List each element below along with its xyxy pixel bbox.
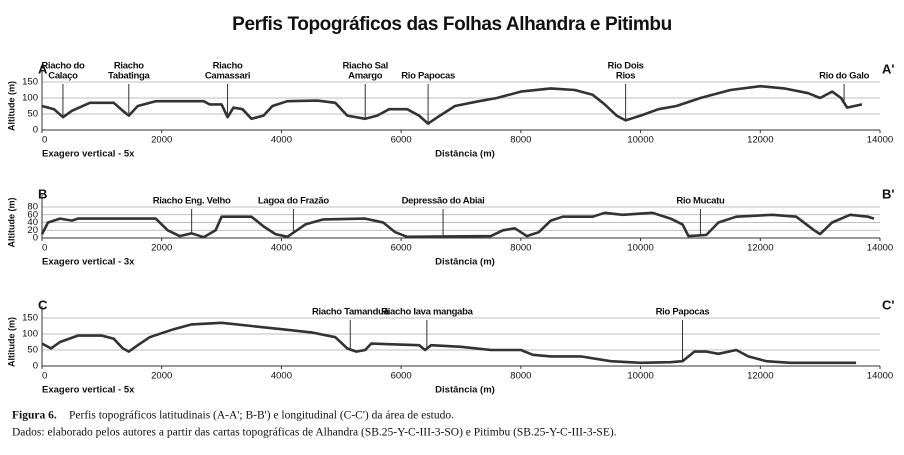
caption-source: Dados: elaborado pelos autores a partir … [12, 427, 617, 439]
annotation-text: Riacho Tamanduá [312, 307, 390, 318]
y-axis-label: Altitude (m) [6, 81, 16, 131]
annotation-text: Rio Dois [608, 61, 644, 72]
profile-end: C' [882, 297, 894, 312]
y-axis-label: Altitude (m) [6, 317, 16, 367]
x-tick-label: 4000 [271, 243, 292, 254]
x-tick-label: 8000 [510, 371, 531, 382]
y-tick-label: 20 [27, 225, 38, 236]
x-tick-label: 6000 [391, 135, 412, 146]
annotation-text: Riacho [114, 61, 144, 72]
y-tick-label: 150 [22, 77, 38, 88]
exaggeration-note: Exagero vertical - 3x [42, 257, 135, 268]
y-tick-label: 50 [27, 345, 38, 356]
y-tick-label: 0 [33, 233, 38, 244]
figure-title: Perfis Topográficos das Folhas Alhandra … [232, 14, 672, 35]
y-tick-label: 150 [22, 313, 38, 324]
annotation-text: Riacho Sal [342, 61, 388, 72]
y-axis-label: Altitude (m) [6, 198, 16, 248]
profile-line [40, 211, 875, 239]
x-tick-label: 12000 [747, 135, 773, 146]
x-tick-label: 4000 [271, 135, 292, 146]
x-tick-label: 0 [42, 371, 47, 382]
x-axis-label: Distância (m) [435, 149, 495, 160]
x-tick-label: 10000 [627, 135, 653, 146]
x-axis-label: Distância (m) [435, 257, 495, 268]
x-tick-label: 14000 [867, 243, 893, 254]
x-tick-label: 6000 [391, 371, 412, 382]
y-tick-label: 0 [33, 125, 38, 136]
annotation-text: Camassari [205, 71, 250, 82]
y-tick-label: 100 [22, 93, 38, 104]
profile-line [41, 321, 857, 365]
annotation-text: Riacho Eng. Velho [153, 196, 231, 207]
annotation-text: Lagoa do Frazão [258, 196, 329, 207]
caption-label: Figura 6. [12, 410, 57, 422]
profile-end: A' [882, 61, 894, 76]
x-tick-label: 2000 [151, 243, 172, 254]
x-tick-label: 8000 [510, 135, 531, 146]
y-tick-label: 100 [22, 329, 38, 340]
annotation-text: Riacho [213, 61, 243, 72]
annotation-text: Depressão do Abiai [402, 196, 485, 207]
annotation-text: Calaço [48, 71, 78, 82]
annotation-text: Rios [616, 71, 635, 82]
x-tick-label: 4000 [271, 371, 292, 382]
y-tick-label: 60 [27, 209, 38, 220]
profile-line [41, 84, 863, 125]
x-tick-label: 10000 [627, 243, 653, 254]
annotation-text: Rio Papocas [656, 307, 710, 318]
y-tick-label: 0 [33, 361, 38, 372]
x-tick-label: 0 [42, 243, 47, 254]
annotation-text: Rio Papocas [401, 71, 455, 82]
annotation-text: Rio do Galo [819, 71, 870, 82]
x-axis-label: Distância (m) [435, 385, 495, 396]
exaggeration-note: Exagero vertical - 5x [42, 385, 135, 396]
profile-start: B [38, 186, 47, 201]
y-tick-label: 40 [27, 217, 38, 228]
y-tick-label: 50 [27, 109, 38, 120]
x-tick-label: 12000 [747, 243, 773, 254]
x-tick-label: 14000 [867, 371, 893, 382]
x-tick-label: 10000 [627, 371, 653, 382]
annotation-text: Riacho do [41, 61, 85, 72]
annotation-text: Amargo [348, 71, 383, 82]
annotation-text: Riacho Iava mangaba [381, 307, 473, 318]
profile-start: C [38, 297, 48, 312]
x-tick-label: 8000 [510, 243, 531, 254]
profile-start: A [38, 61, 48, 76]
x-tick-label: 14000 [867, 135, 893, 146]
annotation-text: Tabatinga [108, 71, 150, 82]
x-tick-label: 2000 [151, 135, 172, 146]
x-tick-label: 0 [42, 135, 47, 146]
x-tick-label: 12000 [747, 371, 773, 382]
y-tick-label: 80 [27, 202, 38, 213]
profile-end: B' [882, 186, 894, 201]
x-tick-label: 6000 [391, 243, 412, 254]
annotation-text: Rio Mucatu [676, 196, 725, 207]
caption-text: Perfis topográficos latitudinais (A-A'; … [69, 410, 454, 422]
x-tick-label: 2000 [151, 371, 172, 382]
exaggeration-note: Exagero vertical - 5x [42, 149, 135, 160]
